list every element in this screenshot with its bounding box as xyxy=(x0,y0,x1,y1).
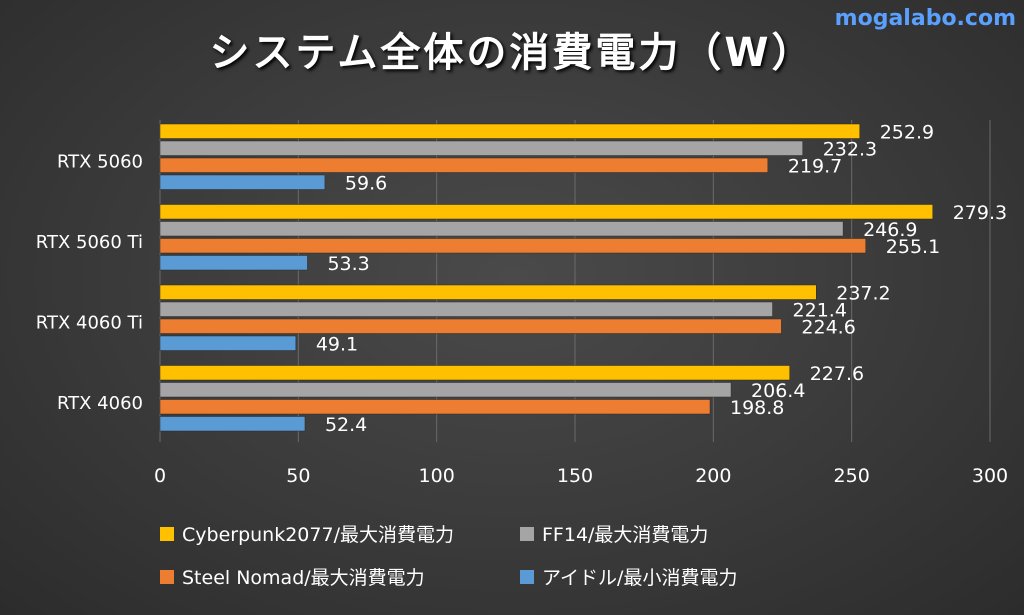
data-label: 252.9 xyxy=(880,121,934,143)
data-label: 227.6 xyxy=(810,363,864,385)
bar xyxy=(159,174,326,190)
bar xyxy=(159,123,860,139)
x-tick-label: 200 xyxy=(695,465,731,487)
data-label: 59.6 xyxy=(345,172,387,194)
x-tick-label: 100 xyxy=(419,465,455,487)
bar xyxy=(159,255,308,271)
data-label: 221.4 xyxy=(793,299,847,321)
legend-item: Cyberpunk2077/最大消費電力 xyxy=(160,520,520,547)
data-label: 219.7 xyxy=(788,155,842,177)
legend-label: Cyberpunk2077/最大消費電力 xyxy=(182,524,454,546)
bar xyxy=(159,318,782,334)
data-label: 52.4 xyxy=(325,414,367,436)
data-label: 198.8 xyxy=(730,397,784,419)
bar xyxy=(159,301,773,317)
legend-swatch xyxy=(520,569,534,584)
data-label: 255.1 xyxy=(886,236,940,258)
data-label: 246.9 xyxy=(863,219,917,241)
legend-item: FF14/最大消費電力 xyxy=(520,520,880,547)
x-tick-label: 50 xyxy=(286,465,310,487)
category-label: RTX 5060 Ti xyxy=(36,232,143,253)
bar xyxy=(159,335,297,351)
bar xyxy=(159,382,732,398)
bar xyxy=(159,365,790,381)
legend-swatch xyxy=(160,526,174,541)
legend-item: Steel Nomad/最大消費電力 xyxy=(160,563,520,590)
legend-swatch xyxy=(160,569,174,584)
x-tick-label: 150 xyxy=(557,465,593,487)
bar xyxy=(159,284,817,300)
category-label: RTX 4060 xyxy=(57,393,143,414)
plot-area: 0 50 100 150 200 250 300 RTX 5060 252.9232.3219.… xyxy=(36,120,1008,487)
legend: Cyberpunk2077/最大消費電力 FF14/最大消費電力 Steel Nom… xyxy=(160,520,920,590)
legend-label: アイドル/最小消費電力 xyxy=(542,567,738,589)
legend-label: Steel Nomad/最大消費電力 xyxy=(182,567,425,589)
chart-title: システム全体の消費電力（W） xyxy=(209,30,815,76)
watermark: mogalabo.com xyxy=(834,6,1016,31)
bar xyxy=(159,157,769,173)
x-tick-label: 250 xyxy=(834,465,870,487)
data-label: 237.2 xyxy=(836,282,890,304)
data-label: 53.3 xyxy=(327,253,369,275)
legend-label: FF14/最大消費電力 xyxy=(542,524,709,546)
legend-item: アイドル/最小消費電力 xyxy=(520,563,880,590)
bar xyxy=(159,221,844,237)
bar xyxy=(159,140,803,156)
data-label: 206.4 xyxy=(751,380,805,402)
category-label: RTX 4060 Ti xyxy=(36,312,143,333)
bar xyxy=(159,238,867,254)
legend-swatch xyxy=(520,526,534,541)
data-label: 49.1 xyxy=(316,333,358,355)
x-tick-label: 0 xyxy=(154,465,166,487)
x-tick-label: 300 xyxy=(972,465,1008,487)
category-label: RTX 5060 xyxy=(57,151,143,172)
data-label: 279.3 xyxy=(953,202,1007,224)
data-label: 224.6 xyxy=(801,316,855,338)
data-label: 232.3 xyxy=(823,138,877,160)
bar xyxy=(159,399,711,415)
bar xyxy=(159,204,933,220)
bar xyxy=(159,416,306,432)
